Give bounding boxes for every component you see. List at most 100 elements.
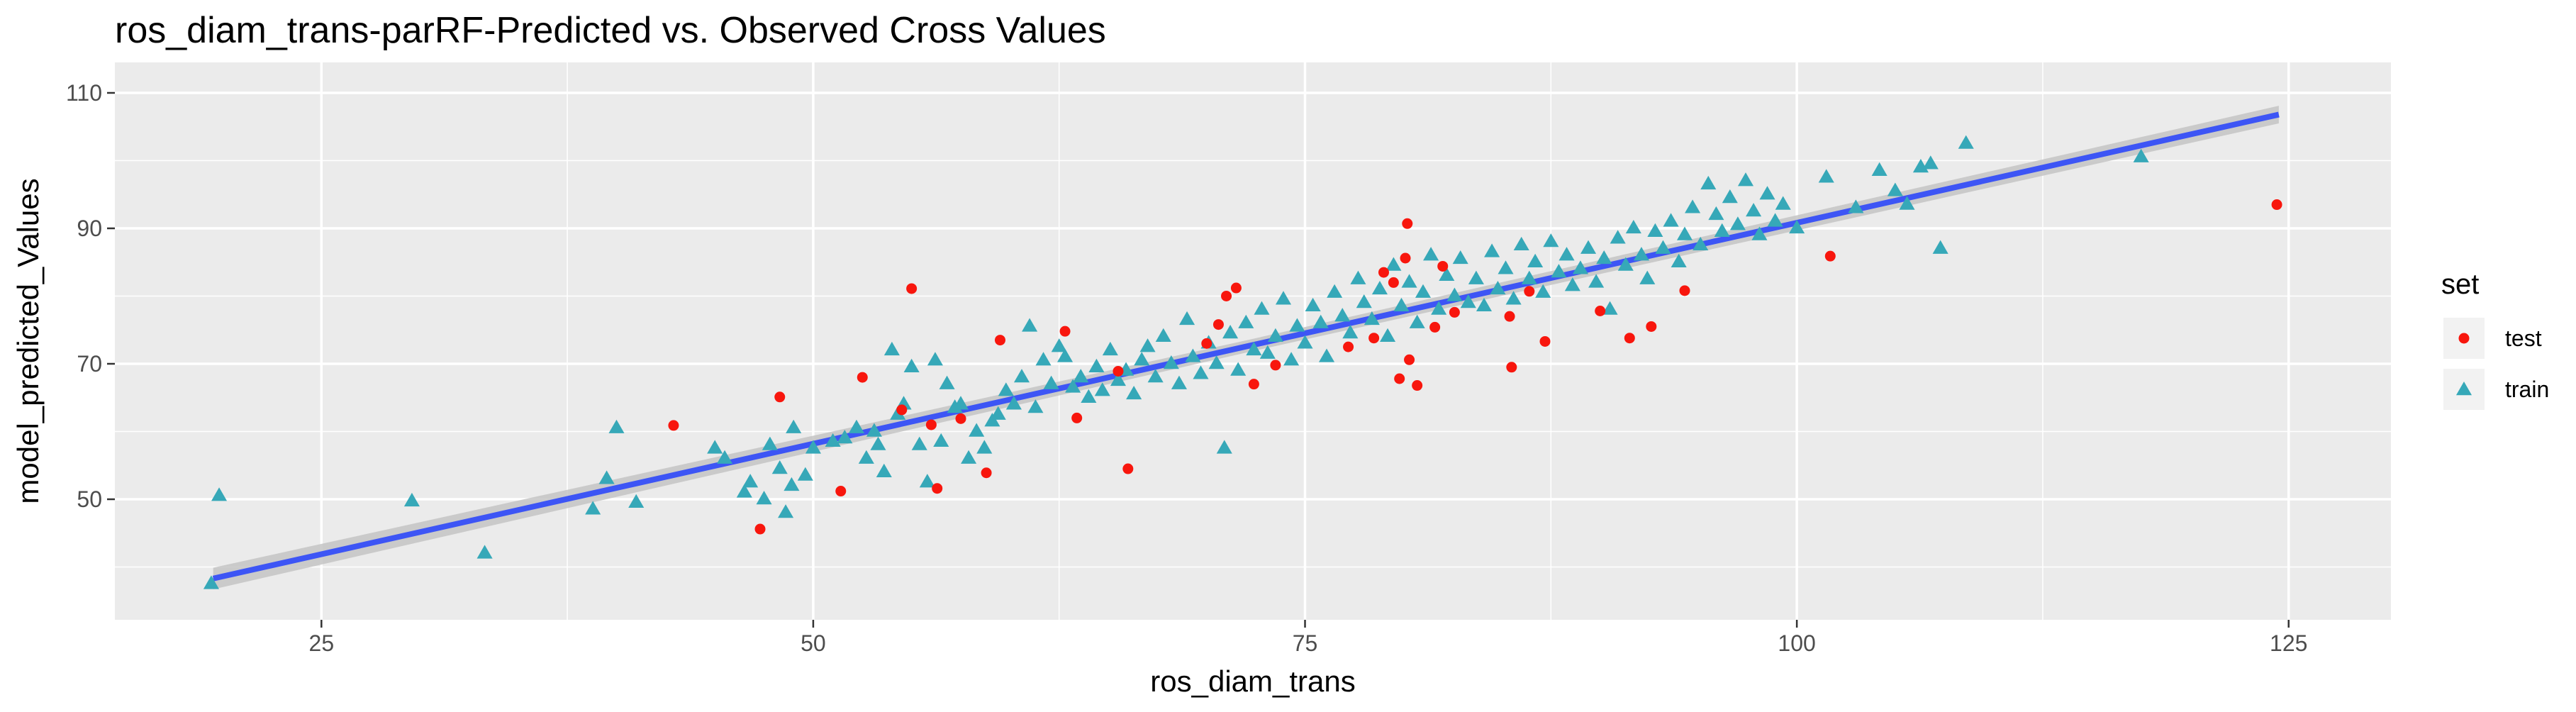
data-point-train bbox=[1693, 236, 1709, 251]
data-point-train bbox=[742, 474, 759, 488]
y-tick-label: 50 bbox=[77, 486, 102, 512]
data-point-train bbox=[858, 450, 874, 464]
data-point-train bbox=[1521, 270, 1537, 284]
data-point-train bbox=[756, 491, 772, 505]
data-point-train bbox=[1446, 287, 1463, 301]
data-point-train bbox=[825, 433, 841, 447]
data-point-train bbox=[927, 352, 943, 366]
data-point-train bbox=[1415, 284, 1432, 298]
data-point-train bbox=[883, 341, 900, 356]
data-point-train bbox=[1216, 440, 1232, 454]
data-point-train bbox=[1073, 369, 1089, 383]
data-point-train bbox=[1179, 311, 1195, 326]
data-point-train bbox=[1401, 274, 1417, 288]
data-point-train bbox=[1484, 243, 1500, 257]
data-point-train bbox=[1655, 240, 1671, 254]
data-point-train bbox=[1005, 396, 1022, 410]
data-point-train bbox=[1065, 379, 1081, 393]
data-point-train bbox=[1729, 216, 1746, 230]
data-point-test bbox=[1122, 463, 1134, 474]
data-point-train bbox=[1312, 314, 1329, 328]
data-point-test bbox=[1378, 267, 1389, 278]
data-point-test bbox=[1824, 250, 1836, 262]
data-point-train bbox=[866, 423, 882, 437]
data-point-train bbox=[1580, 240, 1597, 254]
data-point-train bbox=[939, 375, 955, 389]
data-point-train bbox=[1371, 280, 1388, 295]
data-point-train bbox=[1671, 253, 1687, 267]
data-point-train bbox=[1633, 247, 1649, 261]
legend-keys bbox=[2455, 333, 2472, 396]
data-point-test bbox=[1402, 218, 1413, 229]
axes-layer: 25 50 75 100 125 50 70 90 110 bbox=[66, 80, 2307, 656]
data-point-train bbox=[1238, 314, 1254, 328]
data-point-train bbox=[1490, 280, 1506, 295]
data-point-train bbox=[990, 406, 1006, 420]
legend: set test train bbox=[2441, 269, 2549, 410]
data-point-test bbox=[906, 283, 918, 294]
data-point-test bbox=[1221, 290, 1232, 301]
data-point-train bbox=[476, 545, 493, 559]
data-point-train bbox=[1319, 348, 1335, 362]
data-point-train bbox=[1767, 213, 1783, 227]
data-point-train bbox=[1327, 284, 1343, 298]
data-point-train bbox=[1714, 223, 1730, 237]
data-point-train bbox=[1596, 250, 1612, 265]
data-point-test bbox=[1394, 373, 1405, 384]
chart-title: ros_diam_trans-parRF-Predicted vs. Obser… bbox=[115, 10, 1106, 51]
legend-key-train bbox=[2455, 382, 2472, 396]
data-point-train bbox=[1498, 260, 1514, 274]
data-point-train bbox=[1452, 250, 1468, 265]
data-point-train bbox=[1958, 135, 1974, 149]
data-point-test bbox=[994, 335, 1005, 346]
data-point-train bbox=[1746, 203, 1762, 217]
data-point-train bbox=[1468, 270, 1484, 284]
data-point-train bbox=[1572, 260, 1588, 274]
data-point-test bbox=[1679, 285, 1690, 296]
data-point-test bbox=[1248, 379, 1259, 390]
data-point-train bbox=[403, 492, 420, 507]
data-point-test bbox=[1646, 321, 1657, 332]
data-point-test bbox=[1071, 412, 1083, 423]
data-point-train bbox=[1185, 348, 1201, 362]
data-point-test bbox=[857, 372, 868, 383]
x-tick-label: 125 bbox=[2270, 630, 2307, 656]
data-point-train bbox=[1139, 338, 1156, 352]
data-point-train bbox=[1267, 328, 1283, 342]
data-point-train bbox=[1380, 328, 1396, 342]
fit-line bbox=[212, 111, 2280, 582]
data-point-test bbox=[896, 404, 908, 416]
data-point-train bbox=[628, 494, 645, 508]
data-point-train bbox=[771, 460, 788, 474]
data-point-train bbox=[1564, 277, 1580, 291]
data-point-train bbox=[1171, 375, 1187, 389]
data-point-train bbox=[1350, 270, 1366, 284]
data-point-train bbox=[707, 440, 723, 454]
data-point-test bbox=[1404, 354, 1415, 365]
data-point-train bbox=[1775, 196, 1791, 210]
data-point-train bbox=[1708, 206, 1724, 221]
data-point-train bbox=[919, 474, 935, 488]
data-point-train bbox=[608, 419, 625, 433]
data-point-train bbox=[1230, 362, 1247, 376]
data-point-train bbox=[1676, 226, 1693, 240]
data-point-train bbox=[1737, 172, 1754, 187]
x-tick-label: 25 bbox=[309, 630, 335, 656]
data-point-train bbox=[1081, 389, 1097, 403]
data-point-train bbox=[1513, 236, 1529, 251]
data-point-train bbox=[784, 477, 800, 491]
data-point-train bbox=[1088, 358, 1105, 372]
data-point-test bbox=[1524, 286, 1535, 297]
data-point-test bbox=[1595, 306, 1606, 317]
data-point-train bbox=[1283, 352, 1300, 366]
data-point-test bbox=[1113, 365, 1124, 377]
data-point-test bbox=[1400, 252, 1411, 264]
data-point-train bbox=[1013, 369, 1030, 383]
data-point-test bbox=[1429, 321, 1441, 333]
data-point-test bbox=[1624, 333, 1635, 344]
data-point-train bbox=[1588, 274, 1605, 288]
data-point-train bbox=[1022, 318, 1038, 332]
data-point-test bbox=[1539, 335, 1551, 347]
data-point-train bbox=[1602, 301, 1618, 315]
data-point-train bbox=[1134, 352, 1150, 366]
